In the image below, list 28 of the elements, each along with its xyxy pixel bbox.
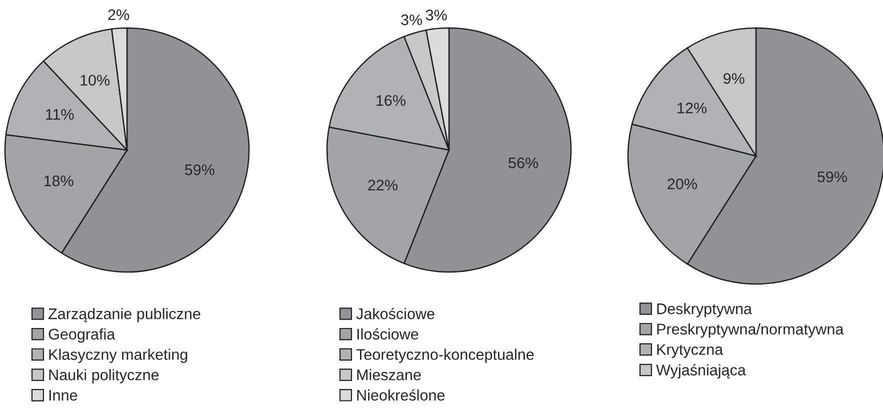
data-label: 2% xyxy=(108,9,130,20)
legend-label: Wyjaśniająca xyxy=(656,364,746,378)
data-label: 10% xyxy=(80,74,110,86)
legend-label: Ilościowe xyxy=(357,328,418,340)
data-label: 11% xyxy=(46,109,74,120)
data-label: 3% xyxy=(426,10,447,20)
data-label: 22% xyxy=(368,180,398,190)
legend-label: Jakościowe xyxy=(356,308,434,320)
data-label: 20% xyxy=(668,178,697,190)
data-label: 59% xyxy=(818,171,847,182)
data-label: 59% xyxy=(184,164,214,176)
legend-label: Mieszane xyxy=(357,369,421,380)
data-label: 12% xyxy=(678,102,707,114)
legend-label: Nieokreślone xyxy=(357,389,445,401)
data-label: 9% xyxy=(724,73,744,84)
legend-label: Geografia xyxy=(48,328,116,343)
legend-label: Preskryptywna/normatywna xyxy=(657,323,844,338)
legend-label: Teoretyczno-konceptualne xyxy=(356,348,534,363)
legend-label: Inne xyxy=(49,390,78,401)
legend-label: Deskryptywna xyxy=(657,303,752,318)
data-label: 3% xyxy=(401,14,422,26)
legend-label: Nauki polityczne xyxy=(49,369,159,384)
data-label: 16% xyxy=(376,95,406,106)
data-label: 18% xyxy=(44,175,74,186)
legend-label: Klasyczny marketing xyxy=(49,348,188,363)
legend-label: Zarządzanie publiczne xyxy=(48,308,200,322)
legend-label: Krytyczna xyxy=(657,344,724,358)
data-label: 56% xyxy=(508,157,538,168)
